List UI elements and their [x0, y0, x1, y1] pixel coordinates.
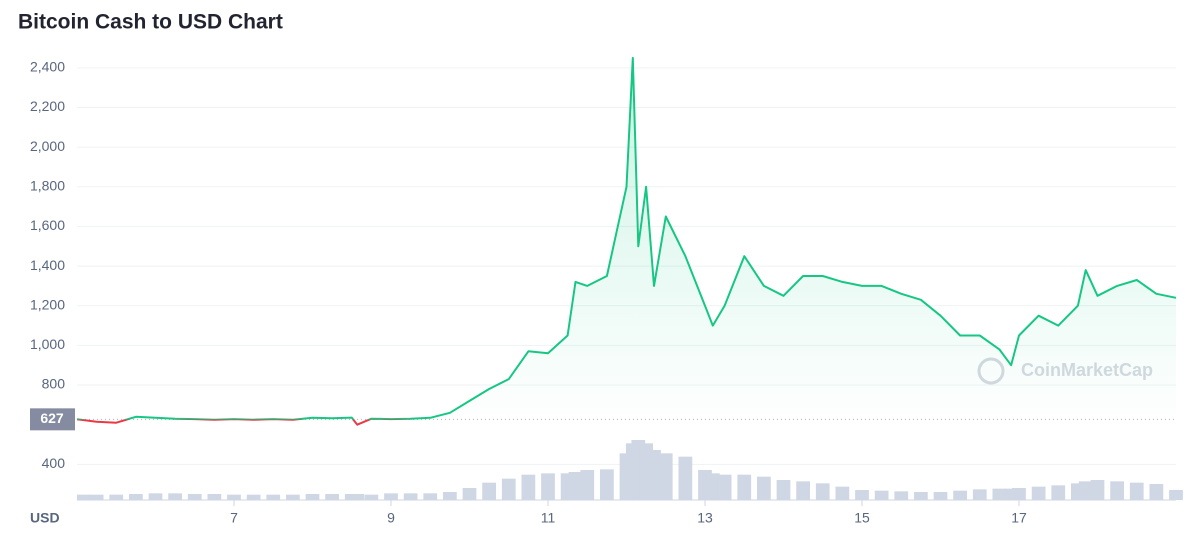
- volume-bar: [992, 488, 1007, 500]
- volume-bar: [972, 489, 987, 500]
- y-tick-label: 1,200: [30, 296, 65, 312]
- volume-bar: [227, 494, 241, 500]
- volume-bar: [953, 490, 967, 500]
- volume-bar: [815, 483, 830, 500]
- volume-bar: [148, 493, 163, 500]
- volume-bar: [933, 492, 948, 500]
- volume-bar: [580, 470, 595, 500]
- volume-bar: [187, 494, 202, 500]
- chart-title: Bitcoin Cash to USD Chart: [18, 11, 283, 34]
- volume-bar: [737, 474, 752, 500]
- volume-bar: [541, 473, 555, 500]
- volume-bar: [600, 469, 614, 500]
- volume-bar: [914, 492, 928, 500]
- y-tick-label: 1,000: [30, 336, 65, 352]
- volume-bar: [384, 493, 398, 500]
- volume-bar: [1110, 481, 1124, 500]
- volume-bar: [350, 494, 365, 500]
- volume-bar: [266, 494, 281, 500]
- volume-bar: [501, 478, 516, 500]
- volume-bar: [168, 493, 182, 500]
- volume-bar: [894, 491, 909, 500]
- volume-bar: [129, 494, 143, 500]
- volume-bar: [874, 490, 889, 500]
- volume-bar: [1078, 481, 1093, 500]
- volume-bar: [1090, 480, 1105, 500]
- volume-bar: [286, 494, 300, 500]
- volume-bar: [658, 453, 673, 500]
- volume-bar: [647, 450, 661, 500]
- volume-bar: [109, 494, 124, 500]
- volume-bar: [325, 494, 339, 500]
- y-tick-label: 400: [42, 455, 66, 471]
- volume-bar: [796, 481, 810, 500]
- volume-bar: [1129, 482, 1144, 500]
- y-tick-label: 2,000: [30, 138, 65, 154]
- x-tick-label: 17: [1011, 510, 1027, 526]
- volume-bar: [855, 490, 869, 500]
- reference-price-label: 627: [40, 410, 64, 426]
- volume-bar: [305, 494, 320, 500]
- y-tick-label: 1,600: [30, 217, 65, 233]
- volume-bar: [423, 493, 438, 500]
- volume-bar: [678, 456, 693, 500]
- x-tick-label: 9: [387, 510, 395, 526]
- volume-bar: [705, 473, 720, 500]
- volume-bar: [1051, 485, 1066, 500]
- volume-bar: [757, 476, 771, 500]
- y-tick-label: 800: [42, 376, 66, 392]
- x-tick-label: 11: [541, 510, 556, 526]
- volume-bar: [568, 472, 583, 500]
- volume-bar: [1149, 484, 1164, 500]
- price-area: [77, 57, 1176, 425]
- price-line: [76, 56, 1177, 426]
- volume-bar: [89, 494, 104, 500]
- volume-bar: [1004, 488, 1019, 500]
- volume-bar: [1031, 486, 1046, 500]
- volume-bar: [482, 482, 496, 500]
- reference-badge: [30, 408, 75, 431]
- volume-bar: [364, 494, 379, 500]
- y-tick-label: 1,800: [30, 177, 65, 193]
- y-tick-label: 2,400: [30, 59, 65, 75]
- y-axis-label: USD: [30, 510, 60, 526]
- volume-bar: [1169, 490, 1183, 500]
- x-tick-label: 7: [230, 510, 238, 526]
- y-tick-label: 2,200: [30, 98, 65, 114]
- volume-bar: [443, 492, 457, 500]
- x-tick-label: 13: [697, 510, 713, 526]
- volume-bar: [246, 494, 261, 500]
- volume-bar: [1012, 488, 1026, 500]
- volume-bar: [403, 493, 418, 500]
- volume-bar: [776, 480, 791, 500]
- x-tick-label: 15: [854, 510, 870, 526]
- volume-bar: [77, 494, 91, 500]
- y-tick-label: 1,400: [30, 257, 65, 273]
- volume-bar: [835, 486, 850, 500]
- volume-bar: [717, 474, 732, 500]
- volume-bar: [521, 474, 536, 500]
- volume-bar: [462, 488, 477, 500]
- volume-bar: [207, 494, 222, 500]
